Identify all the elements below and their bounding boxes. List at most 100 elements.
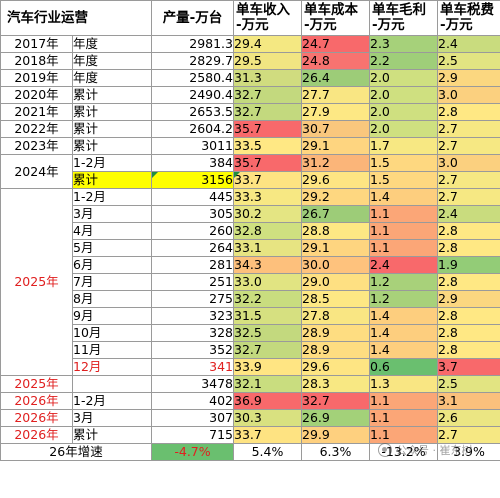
- period-cell: 9月: [72, 307, 152, 325]
- tax-cell: 2.7: [437, 188, 500, 206]
- margin-cell: 1.3: [369, 375, 438, 393]
- table-row: 2026年 累计 715 33.7 29.9 1.1 2.7: [0, 426, 500, 444]
- period-cell: 3月: [72, 205, 152, 223]
- revenue-cell: 32.1: [233, 375, 302, 393]
- revenue-cell: 32.8: [233, 222, 302, 240]
- tax-cell: 2.8: [437, 273, 500, 291]
- production-cell: 2580.4: [151, 69, 234, 87]
- production-cell: 307: [151, 409, 234, 427]
- period-cell: 10月: [72, 324, 152, 342]
- table-row: 2021年 累计 2653.5 32.7 27.9 2.0 2.8: [0, 103, 500, 121]
- production-cell: 2829.7: [151, 52, 234, 70]
- table-row: 3月 305 30.2 26.7 1.1 2.4: [1, 205, 500, 223]
- cost-cell: 29.1: [301, 239, 370, 257]
- production-cell: 260: [151, 222, 234, 240]
- period-cell: [72, 375, 152, 393]
- cost-cell: 29.6: [301, 171, 370, 189]
- margin-cell: 2.0: [369, 120, 438, 138]
- tax-cell: 2.7: [437, 171, 500, 189]
- period-cell: 3月: [72, 409, 152, 427]
- table-row: 10月 328 32.5 28.9 1.4 2.8: [1, 324, 500, 342]
- revenue-cell: 33.9: [233, 358, 302, 376]
- margin-cell: 2.0: [369, 69, 438, 87]
- production-header: 产量-万台: [151, 0, 234, 36]
- header-row: 汽车行业运营 产量-万台 单车收入 -万元 单车成本 -万元 单车毛利 -万元 单车税…: [0, 0, 500, 36]
- margin-cell: 1.4: [369, 188, 438, 206]
- cost-cell: 28.5: [301, 290, 370, 308]
- revenue-cell: 33.0: [233, 273, 302, 291]
- margin-cell: 1.5: [369, 154, 438, 172]
- production-cell: 2981.3: [151, 35, 234, 53]
- growth-cost-cell: 6.3%: [301, 443, 370, 461]
- margin-cell: 1.1: [369, 205, 438, 223]
- period-cell: 12月: [72, 358, 152, 376]
- period-cell: 累计: [72, 103, 152, 121]
- revenue-cell: 30.2: [233, 205, 302, 223]
- revenue-cell: 30.3: [233, 409, 302, 427]
- table-row: 2024年 1-2月 384 35.7 31.2 1.5 3.0: [0, 154, 500, 189]
- revenue-cell: 36.9: [233, 392, 302, 410]
- table-row: 9月 323 31.5 27.8 1.4 2.8: [1, 307, 500, 325]
- production-cell: 352: [151, 341, 234, 359]
- revenue-cell: 32.5: [233, 324, 302, 342]
- tax-cell: 2.8: [437, 307, 500, 325]
- tax-header: 单车税费 -万元: [437, 0, 500, 36]
- margin-cell: 0.6: [369, 358, 438, 376]
- production-cell: 328: [151, 324, 234, 342]
- cost-cell: 27.9: [301, 103, 370, 121]
- revenue-header-unit: -万元: [236, 17, 269, 33]
- tax-cell: 2.8: [437, 341, 500, 359]
- year-cell: 2018年: [0, 52, 73, 70]
- revenue-cell: 34.3: [233, 256, 302, 274]
- production-cell: 445: [151, 188, 234, 206]
- cost-cell: 29.0: [301, 273, 370, 291]
- cost-cell: 29.1: [301, 137, 370, 155]
- tax-cell: 2.6: [437, 409, 500, 427]
- cost-cell: 29.6: [301, 358, 370, 376]
- production-cell: 3011: [151, 137, 234, 155]
- cost-header-unit: -万元: [304, 17, 337, 33]
- period-cell: 5月: [72, 239, 152, 257]
- tax-cell: 2.7: [437, 426, 500, 444]
- cost-cell: 27.8: [301, 307, 370, 325]
- year-cell: 2019年: [0, 69, 73, 87]
- year-cell: 2026年: [0, 409, 73, 427]
- cost-cell: 30.7: [301, 120, 370, 138]
- revenue-header: 单车收入 -万元: [233, 0, 302, 36]
- production-cell: 2490.4: [151, 86, 234, 104]
- production-cell: 275: [151, 290, 234, 308]
- cost-cell: 29.2: [301, 188, 370, 206]
- margin-header: 单车毛利 -万元: [369, 0, 438, 36]
- table-row: 8月 275 32.2 28.5 1.2 2.9: [1, 290, 500, 308]
- tax-cell: 2.7: [437, 120, 500, 138]
- tax-cell: 3.0: [437, 154, 500, 172]
- table-row: 5月 264 33.1 29.1 1.1 2.8: [1, 239, 500, 257]
- revenue-cell: 33.7: [233, 171, 302, 189]
- revenue-cell: 31.5: [233, 307, 302, 325]
- cost-cell: 28.9: [301, 324, 370, 342]
- tax-cell: 3.7: [437, 358, 500, 376]
- period-cell: 累计: [72, 86, 152, 104]
- production-cell: 402: [151, 392, 234, 410]
- table-row: 6月 281 34.3 30.0 2.4 1.9: [1, 256, 500, 274]
- margin-cell: 1.4: [369, 341, 438, 359]
- table-row: 2023年 累计 3011 33.5 29.1 1.7 2.7: [0, 137, 500, 155]
- production-cell: 305: [151, 205, 234, 223]
- table-row: 2025年 3478 32.1 28.3 1.3 2.5: [0, 375, 500, 393]
- tax-cell: 2.5: [437, 52, 500, 70]
- table-row: 2026年 3月 307 30.3 26.9 1.1 2.6: [0, 409, 500, 427]
- period-cell: 1-2月: [72, 392, 152, 410]
- revenue-cell: 32.2: [233, 290, 302, 308]
- revenue-cell: 32.7: [233, 103, 302, 121]
- year-cell: 2026年: [0, 426, 73, 444]
- period-cell: 7月: [72, 273, 152, 291]
- revenue-cell: 29.5: [233, 52, 302, 70]
- margin-cell: 1.1: [369, 426, 438, 444]
- tax-cell: 2.8: [437, 222, 500, 240]
- margin-cell: 2.0: [369, 86, 438, 104]
- period-cell: 8月: [72, 290, 152, 308]
- period-cell: 累计: [72, 137, 152, 155]
- cost-cell: 24.8: [301, 52, 370, 70]
- period-cell: 累计: [72, 171, 152, 189]
- margin-cell: 2.2: [369, 52, 438, 70]
